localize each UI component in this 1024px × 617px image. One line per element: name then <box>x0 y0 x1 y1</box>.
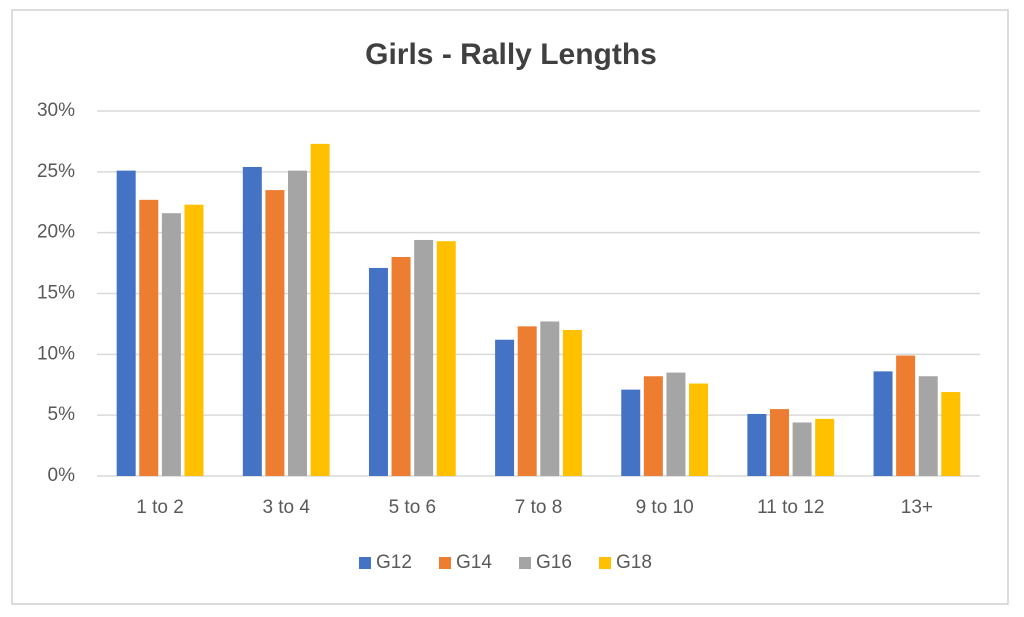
legend-label: G16 <box>536 552 572 573</box>
legend-swatch <box>519 557 531 569</box>
bar <box>792 422 812 476</box>
x-tick-label: 3 to 4 <box>262 497 310 518</box>
bar <box>139 199 159 477</box>
bar <box>747 413 767 476</box>
bar <box>540 321 560 476</box>
y-tick-label: 10% <box>37 343 75 364</box>
y-tick-label: 25% <box>37 161 75 182</box>
bar <box>621 389 641 476</box>
bar <box>562 330 582 476</box>
y-tick-label: 0% <box>48 465 76 486</box>
bar <box>242 166 262 476</box>
bar <box>161 213 181 476</box>
bar <box>368 267 388 476</box>
bar <box>689 383 709 476</box>
bar <box>391 257 411 476</box>
x-tick-label: 1 to 2 <box>136 497 184 518</box>
x-tick-label: 13+ <box>901 497 933 518</box>
legend-label: G12 <box>376 552 412 573</box>
bar <box>666 372 686 476</box>
bar <box>495 339 515 476</box>
x-tick-label: 9 to 10 <box>636 497 694 518</box>
y-tick-label: 15% <box>37 283 75 304</box>
bar <box>116 170 136 476</box>
y-tick-label: 20% <box>37 222 75 243</box>
legend-swatch <box>359 557 371 569</box>
legend-label: G18 <box>616 552 652 573</box>
chart-title: Girls - Rally Lengths <box>365 38 657 71</box>
legend-label: G14 <box>456 552 492 573</box>
bar <box>265 190 285 477</box>
bar <box>769 409 789 476</box>
legend-swatch <box>439 557 451 569</box>
legend-swatch <box>599 557 611 569</box>
bar <box>941 392 961 476</box>
bar <box>918 376 938 476</box>
bar <box>896 355 916 476</box>
bar <box>643 376 663 476</box>
bar <box>517 326 537 476</box>
y-tick-label: 30% <box>37 100 75 121</box>
bar <box>310 143 330 476</box>
y-tick-label: 5% <box>48 404 76 425</box>
bar <box>815 418 835 476</box>
bar <box>288 170 308 476</box>
bar <box>184 204 204 476</box>
x-tick-label: 7 to 8 <box>515 497 563 518</box>
bar <box>873 371 893 476</box>
bar <box>436 241 456 476</box>
x-tick-label: 5 to 6 <box>389 497 437 518</box>
x-tick-label: 11 to 12 <box>757 497 824 518</box>
bar <box>414 239 434 476</box>
